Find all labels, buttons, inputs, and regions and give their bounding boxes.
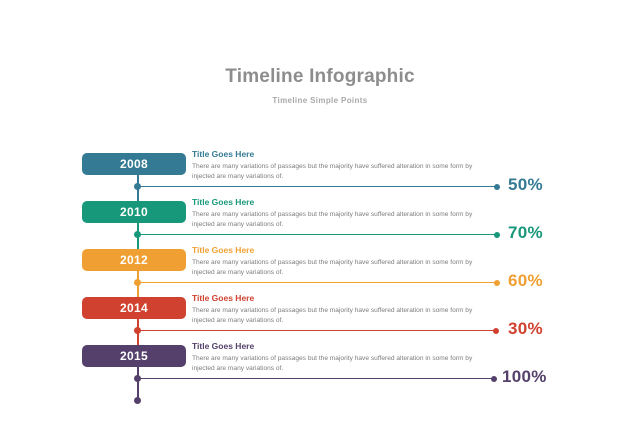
timeline-text-block: Title Goes Here There are many variations… [192, 341, 492, 373]
connector-end-dot [493, 327, 499, 334]
timeline-spine-segment [137, 345, 139, 393]
timeline-text-block: Title Goes Here There are many variations… [192, 293, 492, 325]
timeline-text-block: Title Goes Here There are many variations… [192, 245, 492, 277]
timeline-text-block: Title Goes Here There are many variations… [192, 149, 492, 181]
timeline-node-dot [134, 183, 141, 191]
percent-value: 30% [508, 319, 543, 338]
item-title: Title Goes Here [192, 341, 255, 351]
timeline-connector-line [138, 330, 496, 332]
timeline-row: 2012 Title Goes Here There are many variat… [0, 245, 640, 297]
year-label: 2015 [120, 349, 148, 363]
timeline-connector-line [138, 186, 497, 188]
infographic-header: Timeline Infographic Timeline Simple Poi… [0, 66, 640, 106]
item-description: There are many variations of passages bu… [192, 163, 473, 180]
page-subtitle: Timeline Simple Points [272, 96, 368, 105]
connector-end-dot [494, 231, 500, 238]
connector-end-dot [494, 279, 500, 286]
timeline-spine-segment [137, 297, 139, 345]
percent-value: 70% [508, 223, 543, 242]
year-label: 2012 [120, 253, 148, 267]
timeline-connector-line [138, 282, 497, 284]
item-description: There are many variations of passages bu… [192, 355, 473, 372]
timeline-end-dot [134, 397, 141, 404]
year-pill-2008[interactable]: 2008 [82, 153, 186, 175]
year-label: 2010 [120, 205, 148, 219]
item-title: Title Goes Here [192, 149, 255, 159]
year-pill-2010[interactable]: 2010 [82, 201, 186, 223]
year-pill-2015[interactable]: 2015 [82, 345, 186, 367]
year-label: 2014 [120, 301, 148, 315]
timeline-connector-line [138, 378, 494, 380]
item-title: Title Goes Here [192, 245, 255, 255]
timeline-spine-segment [137, 201, 139, 249]
timeline-connector-line [138, 234, 497, 236]
percent-value: 60% [508, 271, 543, 290]
timeline-row: 2015 Title Goes Here There are many variat… [0, 341, 640, 393]
timeline-tail-segment [137, 378, 139, 400]
connector-end-dot [491, 375, 497, 382]
connector-end-dot [494, 183, 500, 190]
timeline-node-dot [134, 327, 141, 335]
timeline-node-dot [134, 231, 141, 239]
timeline-text-block: Title Goes Here There are many variations… [192, 197, 492, 229]
page-title: Timeline Infographic [225, 66, 415, 87]
item-title: Title Goes Here [192, 293, 255, 303]
item-description: There are many variations of passages bu… [192, 259, 473, 276]
timeline-row: 2014 Title Goes Here There are many variat… [0, 293, 640, 345]
percent-value: 100% [502, 367, 547, 386]
year-pill-2014[interactable]: 2014 [82, 297, 186, 319]
year-label: 2008 [120, 157, 148, 171]
percent-value: 50% [508, 175, 543, 194]
timeline-spine-segment [137, 153, 139, 201]
year-pill-2012[interactable]: 2012 [82, 249, 186, 271]
item-title: Title Goes Here [192, 197, 255, 207]
item-description: There are many variations of passages bu… [192, 211, 473, 228]
item-description: There are many variations of passages bu… [192, 307, 473, 324]
timeline-node-dot [134, 279, 141, 287]
timeline-row: 2010 Title Goes Here There are many variat… [0, 197, 640, 249]
timeline-spine-segment [137, 249, 139, 297]
timeline-row: 2008 Title Goes Here There are many variat… [0, 149, 640, 201]
